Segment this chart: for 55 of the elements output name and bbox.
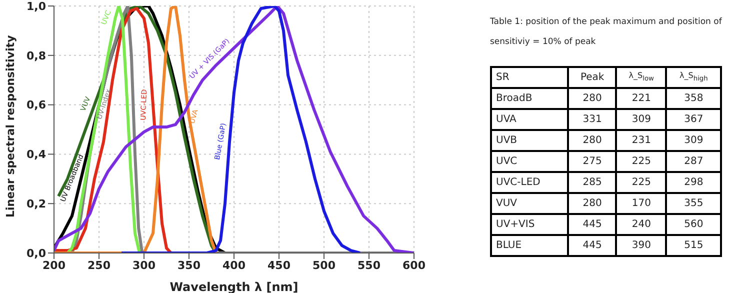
data-label: 355 xyxy=(666,193,721,214)
data-label: 298 xyxy=(666,172,721,193)
y-tick-label: BLUE xyxy=(491,235,568,256)
x-tick-label: 250 xyxy=(88,258,111,272)
y-tick-label: 0,0 xyxy=(26,246,46,260)
data-label: 225 xyxy=(616,151,666,172)
data-label: 309 xyxy=(616,109,666,130)
x-tick-label: 200 xyxy=(42,258,66,272)
data-label: 560 xyxy=(666,214,721,235)
x-tick-label: λ_S$_{low}$ xyxy=(628,71,654,83)
data-label: 367 xyxy=(666,109,721,130)
data-label: 285 xyxy=(568,172,616,193)
data-label: 225 xyxy=(616,172,666,193)
y-tick-label: UVC-LED xyxy=(491,172,568,193)
y-tick-label: 0,2 xyxy=(26,198,46,211)
data-label: 231 xyxy=(616,130,666,151)
data-label: 280 xyxy=(568,130,616,151)
y-tick-label: VUV xyxy=(491,193,568,214)
y-tick-label: 0,6 xyxy=(26,98,46,112)
chart-title: Table 1: position of the peak maximum and position of sensitiviy = 10% of peak xyxy=(490,16,723,49)
y-tick-label: UV+VIS xyxy=(491,214,568,235)
data-label: 280 xyxy=(568,88,616,109)
line-series xyxy=(66,6,141,253)
data-label: 309 xyxy=(666,130,721,151)
data-label: 515 xyxy=(666,235,721,256)
y-tick-label: UVA xyxy=(491,109,568,130)
data-label: 170 xyxy=(616,193,666,214)
y-tick-label: 0,4 xyxy=(26,148,46,162)
data-label: 221 xyxy=(616,88,666,109)
data-label: 280 xyxy=(568,193,616,214)
y-tick-label: UVC xyxy=(491,151,568,172)
data-label: 275 xyxy=(568,151,616,172)
y-tick-label: BroadB xyxy=(491,88,568,109)
x-tick-label: 500 xyxy=(312,258,336,272)
y-axis-title: Linear spectral responsitivity xyxy=(4,35,17,218)
data-label: 331 xyxy=(568,109,616,130)
data-label: 445 xyxy=(568,235,616,256)
y-tick-label: 1,0 xyxy=(26,0,46,13)
y-tick-label: 0,8 xyxy=(26,49,46,62)
x-tick-label: 400 xyxy=(222,258,246,272)
x-tick-label: Peak xyxy=(580,72,604,82)
data-label: 358 xyxy=(666,88,721,109)
data-label: 240 xyxy=(616,214,666,235)
data-label: 445 xyxy=(568,214,616,235)
line-series xyxy=(120,6,362,253)
y-tick-label: UVB xyxy=(491,130,568,151)
data-label: 287 xyxy=(666,151,721,172)
y-axis-title: SR xyxy=(491,67,568,88)
x-tick-label: 350 xyxy=(178,258,201,272)
x-tick-label: 550 xyxy=(358,258,381,272)
data-label: 390 xyxy=(616,235,666,256)
x-tick-label: 300 xyxy=(132,258,156,272)
x-tick-label: λ_S$_{high}$ xyxy=(680,71,708,83)
x-tick-label: 600 xyxy=(402,258,426,272)
x-tick-label: 450 xyxy=(268,258,291,272)
